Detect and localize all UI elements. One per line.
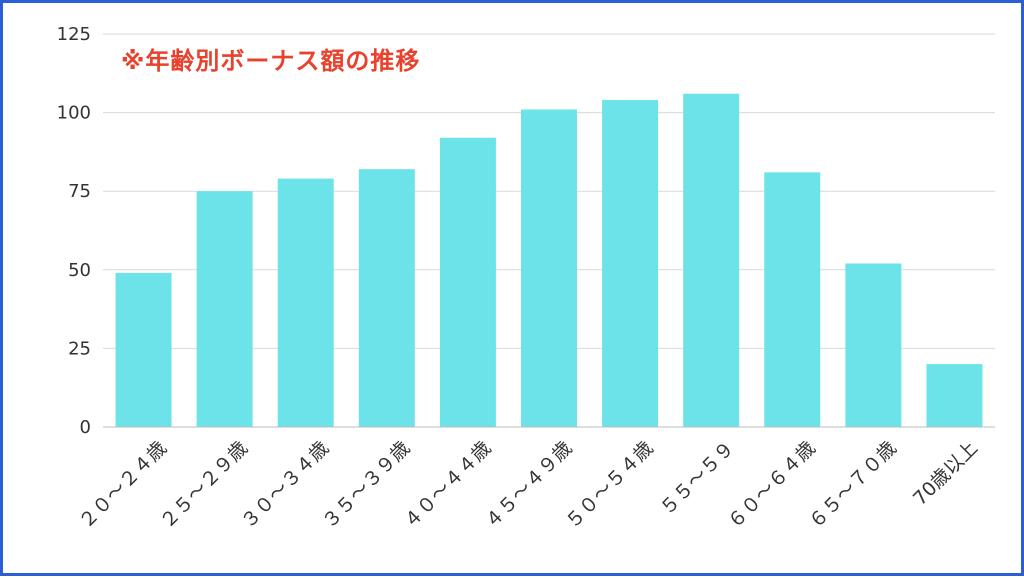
x-tick-label: ６５～７０歳 (805, 437, 901, 533)
bar (521, 109, 577, 428)
y-tick-label: 100 (57, 103, 91, 124)
x-axis-ticks: ２０～２４歳２５～２９歳３０～３４歳３５～３９歳４０～４４歳４５～４９歳５０～５… (75, 437, 982, 533)
bars (115, 93, 983, 428)
x-tick-label: 70歳以上 (909, 437, 982, 510)
bar (926, 364, 983, 427)
bar (764, 172, 821, 427)
bar (439, 137, 496, 427)
bar (196, 191, 253, 427)
chart-title: ※年齢別ボーナス額の推移 (121, 47, 421, 75)
x-tick-label: ５０～５４歳 (561, 437, 657, 533)
y-tick-label: 0 (80, 417, 91, 438)
bar (683, 93, 740, 428)
y-axis-ticks: 0 25 50 75 100 125 (57, 24, 91, 438)
bar-chart: 0 25 50 75 100 125 ２０～２４歳２５～２９歳３０～３４歳３５～３９歳４０… (57, 24, 995, 533)
y-tick-label: 25 (68, 338, 91, 359)
bar (602, 100, 659, 428)
y-tick-label: 50 (68, 260, 91, 281)
bar (358, 169, 415, 427)
x-tick-label: ５５～５９ (656, 437, 739, 520)
y-tick-label: 75 (68, 181, 91, 202)
bar (845, 263, 902, 427)
y-tick-label: 125 (57, 24, 91, 45)
bar (277, 178, 334, 427)
bar (115, 272, 172, 427)
